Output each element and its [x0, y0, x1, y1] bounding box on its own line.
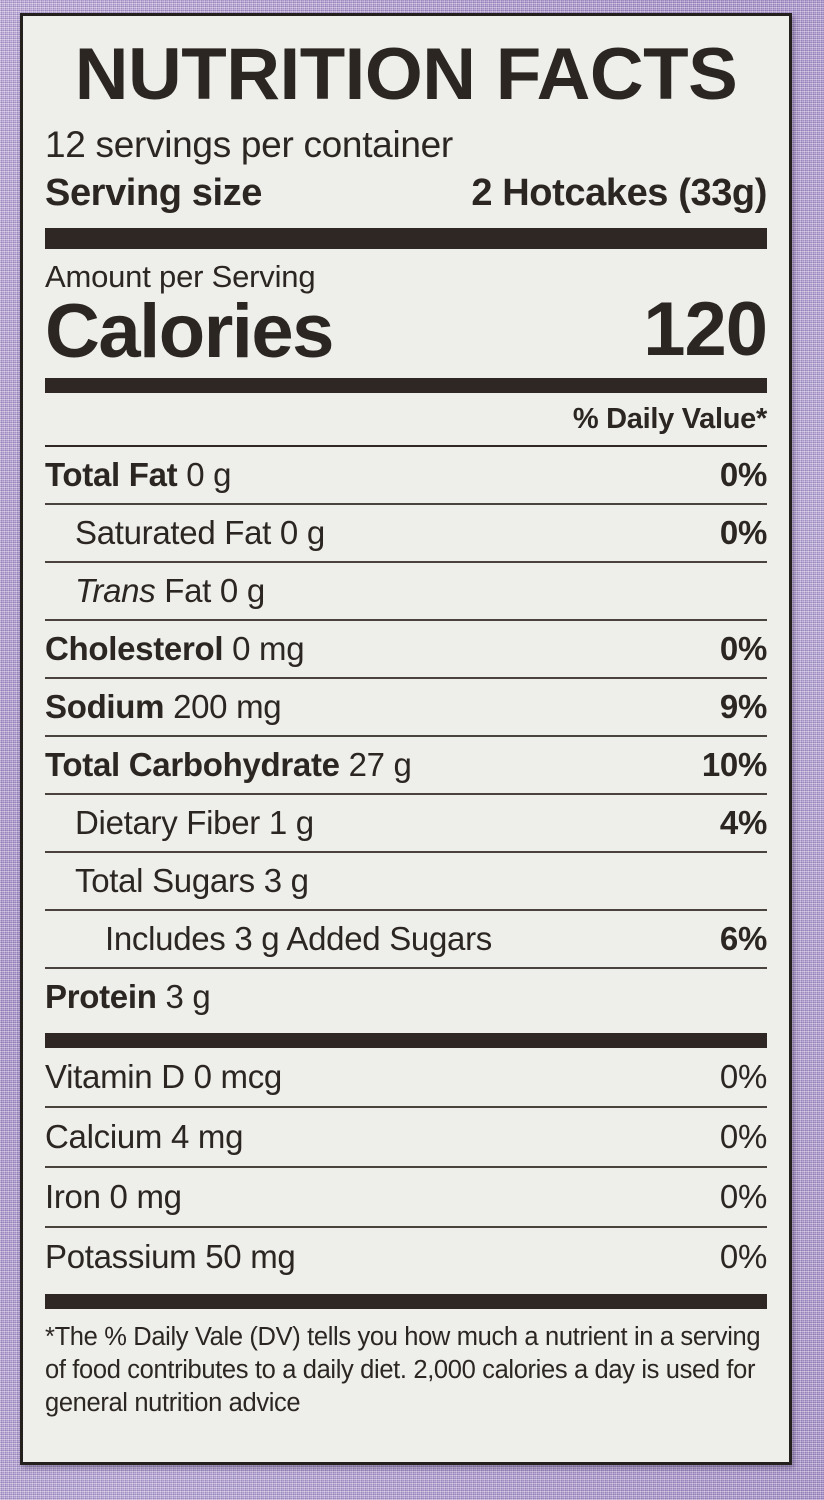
daily-value-footnote: *The % Daily Vale (DV) tells you how muc… [45, 1323, 761, 1417]
calories-row: Calories 120 [45, 286, 768, 374]
nutrient-row-cholesterol: Cholesterol 0 mg 0% [45, 621, 767, 677]
calories-value: 120 [643, 286, 768, 372]
protein-amount: 3 g [156, 978, 211, 1016]
nutrient-row-total-fat: Total Fat 0 g 0% [45, 447, 767, 503]
nutrient-name-total-fat: Total Fat 0 g [45, 456, 232, 494]
nutrient-pct-added-sugars: 6% [719, 920, 767, 958]
servings-per-container: 12 servings per container [45, 124, 453, 165]
nutrient-name-protein: Protein 3 g [45, 978, 211, 1016]
nutrient-name-saturated-fat: Saturated Fat 0 g [75, 514, 325, 552]
rule-above-cholesterol [45, 619, 767, 622]
nutrient-name-sodium: Sodium 200 mg [45, 688, 282, 726]
rule-above-protein [45, 967, 767, 970]
micronutrient-name-vitamin-d: Vitamin D 0 mcg [45, 1058, 282, 1096]
nutrient-pct-total-fat: 0% [719, 456, 767, 494]
nutrient-pct-saturated-fat: 0% [719, 514, 767, 552]
nutrient-pct-sodium: 9% [719, 688, 767, 726]
micronutrient-pct-vitamin-d: 0% [719, 1058, 767, 1096]
divider-thick-top [45, 227, 767, 249]
nutrient-pct-total-carbohydrate: 10% [701, 746, 767, 784]
amount-per-serving-label: Amount per Serving [45, 258, 316, 294]
nutrient-row-added-sugars: Includes 3 g Added Sugars 6% [45, 911, 767, 967]
micronutrient-row-potassium: Potassium 50 mg 0% [45, 1228, 767, 1286]
trans-fat-amount: Fat 0 g [155, 572, 265, 610]
cholesterol-bold: Cholesterol [45, 630, 224, 668]
nutrient-row-protein: Protein 3 g [45, 969, 767, 1025]
nutrient-pct-cholesterol: 0% [719, 630, 767, 668]
serving-size-row: Serving size 2 Hotcakes (33g) [45, 172, 767, 215]
nutrient-name-dietary-fiber: Dietary Fiber 1 g [75, 804, 314, 842]
carbohydrate-amount: 27 g [339, 746, 412, 784]
nutrient-row-sodium: Sodium 200 mg 9% [45, 679, 767, 735]
rule-above-dietary-fiber [45, 793, 767, 796]
micronutrient-pct-potassium: 0% [719, 1238, 767, 1276]
divider-after-calories [45, 378, 767, 394]
nutrient-row-saturated-fat: Saturated Fat 0 g 0% [45, 505, 767, 561]
nutrient-name-trans-fat: Trans Fat 0 g [75, 572, 265, 610]
divider-before-footnote [45, 1294, 767, 1310]
nutrient-name-cholesterol: Cholesterol 0 mg [45, 630, 305, 668]
micronutrient-name-iron: Iron 0 mg [45, 1178, 182, 1216]
trans-italic: Trans [75, 572, 156, 610]
rule-above-calcium [45, 1106, 767, 1109]
rule-above-total-sugars [45, 851, 767, 854]
rule-above-iron [45, 1166, 767, 1169]
rule-above-saturated-fat [45, 503, 767, 506]
page-title: NUTRITION FACTS [74, 34, 738, 115]
micronutrient-name-calcium: Calcium 4 mg [45, 1118, 244, 1156]
serving-size-value: 2 Hotcakes (33g) [471, 171, 767, 214]
divider-before-micronutrients [45, 1033, 767, 1049]
nutrient-pct-dietary-fiber: 4% [719, 804, 767, 842]
protein-bold: Protein [45, 978, 157, 1016]
rule-above-total-carbohydrate [45, 735, 767, 738]
calories-label: Calories [45, 288, 334, 374]
carbohydrate-bold: Total Carbohydrate [45, 746, 340, 784]
cholesterol-amount: 0 mg [223, 630, 305, 668]
nutrient-row-total-carbohydrate: Total Carbohydrate 27 g 10% [45, 737, 767, 793]
micronutrient-row-vitamin-d: Vitamin D 0 mcg 0% [45, 1048, 767, 1106]
serving-size-label: Serving size [45, 171, 262, 214]
rule-above-total-fat [45, 445, 767, 448]
sodium-bold: Sodium [45, 688, 165, 726]
micronutrient-pct-iron: 0% [719, 1178, 767, 1216]
label-inner: NUTRITION FACTS 12 servings per containe… [23, 34, 789, 1462]
rule-above-potassium [45, 1226, 767, 1229]
nutrient-name-added-sugars: Includes 3 g Added Sugars [105, 920, 492, 958]
sodium-amount: 200 mg [164, 688, 282, 726]
micronutrient-row-iron: Iron 0 mg 0% [45, 1168, 767, 1226]
nutrient-name-total-carbohydrate: Total Carbohydrate 27 g [45, 746, 412, 784]
micronutrient-name-potassium: Potassium 50 mg [45, 1238, 296, 1276]
rule-above-added-sugars [45, 909, 767, 912]
total-fat-bold: Total Fat [45, 456, 178, 494]
micronutrient-row-calcium: Calcium 4 mg 0% [45, 1108, 767, 1166]
micronutrient-pct-calcium: 0% [719, 1118, 767, 1156]
daily-value-header: % Daily Value* [572, 403, 767, 436]
nutrient-name-total-sugars: Total Sugars 3 g [75, 862, 309, 900]
rule-above-trans-fat [45, 561, 767, 564]
nutrition-facts-label: NUTRITION FACTS 12 servings per containe… [20, 13, 792, 1465]
nutrient-row-dietary-fiber: Dietary Fiber 1 g 4% [45, 795, 767, 851]
rule-above-sodium [45, 677, 767, 680]
nutrient-row-total-sugars: Total Sugars 3 g [45, 853, 767, 909]
nutrient-row-trans-fat: Trans Fat 0 g [45, 563, 767, 619]
total-fat-amount: 0 g [177, 456, 232, 494]
